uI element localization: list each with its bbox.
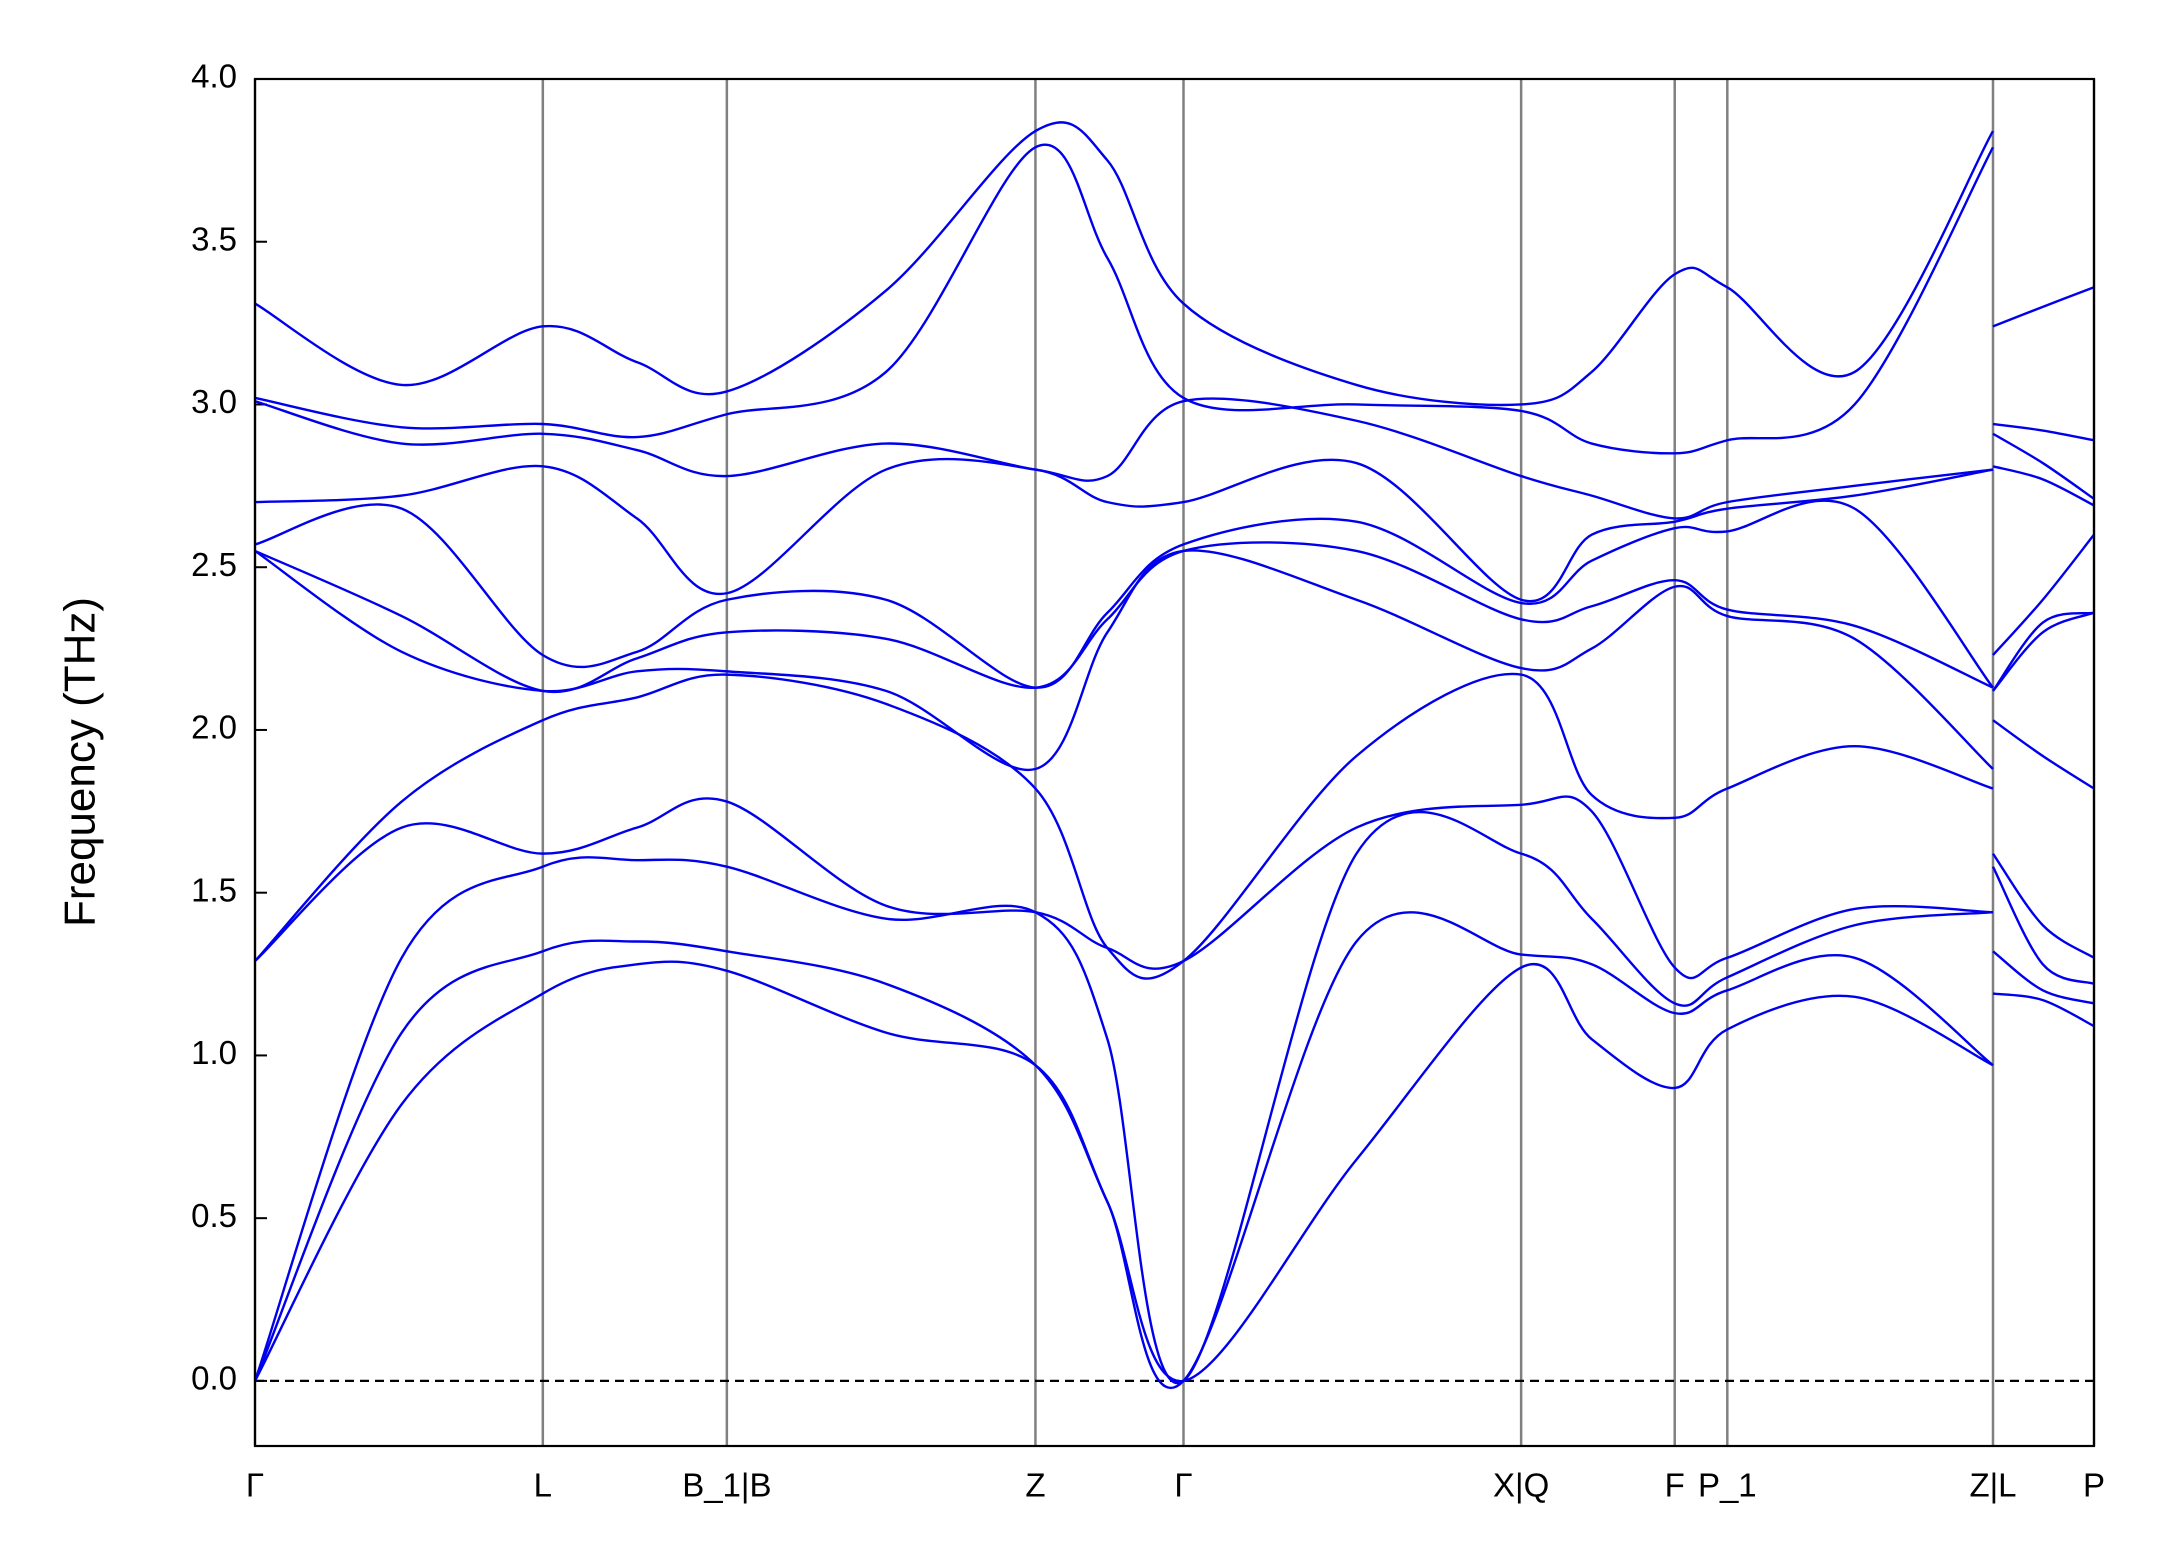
band-line: [1992, 611, 2095, 692]
x-tick-label: X|Q: [1493, 1467, 1549, 1504]
band-line: [254, 121, 1995, 407]
band-line: [1992, 286, 2095, 328]
y-tick-label: 3.0: [191, 383, 237, 420]
x-tick-label: B_1|B: [682, 1467, 771, 1504]
x-tick-label: F: [1665, 1467, 1685, 1504]
x-tick-label: Z|L: [1969, 1467, 2016, 1504]
band-line: [253, 911, 1994, 1390]
y-tick-label: 1.0: [191, 1034, 237, 1071]
x-tick-label: Z: [1025, 1467, 1045, 1504]
x-tick-label: Γ: [246, 1467, 264, 1504]
band-line: [254, 672, 1994, 980]
band-line: [1992, 992, 2095, 1028]
x-tick-label: Γ: [1174, 1467, 1192, 1504]
band-line: [253, 960, 1994, 1383]
x-tick-label: P: [2083, 1467, 2105, 1504]
y-tick-label: 0.0: [191, 1360, 237, 1397]
band-line: [254, 541, 1994, 694]
band-line: [1992, 432, 2095, 500]
y-tick-label: 3.5: [191, 220, 237, 257]
band-line: [253, 810, 1994, 1385]
band-line: [1992, 852, 2095, 959]
band-line: [1991, 866, 2095, 985]
band-line: [254, 397, 1994, 520]
band-line: [1992, 719, 2095, 790]
y-tick-label: 4.0: [191, 58, 237, 95]
y-tick-label: 0.5: [191, 1197, 237, 1234]
band-line: [1992, 465, 2095, 507]
band-line: [254, 795, 1994, 980]
y-tick-label: 2.5: [191, 546, 237, 583]
y-tick-label: 1.5: [191, 871, 237, 908]
plot-frame: [253, 77, 2096, 1448]
band-line: [254, 549, 1994, 772]
band-line: [1992, 950, 2095, 1005]
band-line: [254, 143, 1995, 455]
y-axis-label: Frequency (THz): [56, 597, 105, 927]
band-line: [1992, 422, 2095, 442]
band-line: [254, 457, 1994, 603]
band-line: [1992, 611, 2095, 692]
x-tick-label: P_1: [1698, 1467, 1757, 1504]
x-tick-label: L: [534, 1467, 552, 1504]
band-line: [1992, 533, 2095, 656]
band-line: [254, 499, 1994, 689]
y-tick-label: 2.0: [191, 709, 237, 746]
